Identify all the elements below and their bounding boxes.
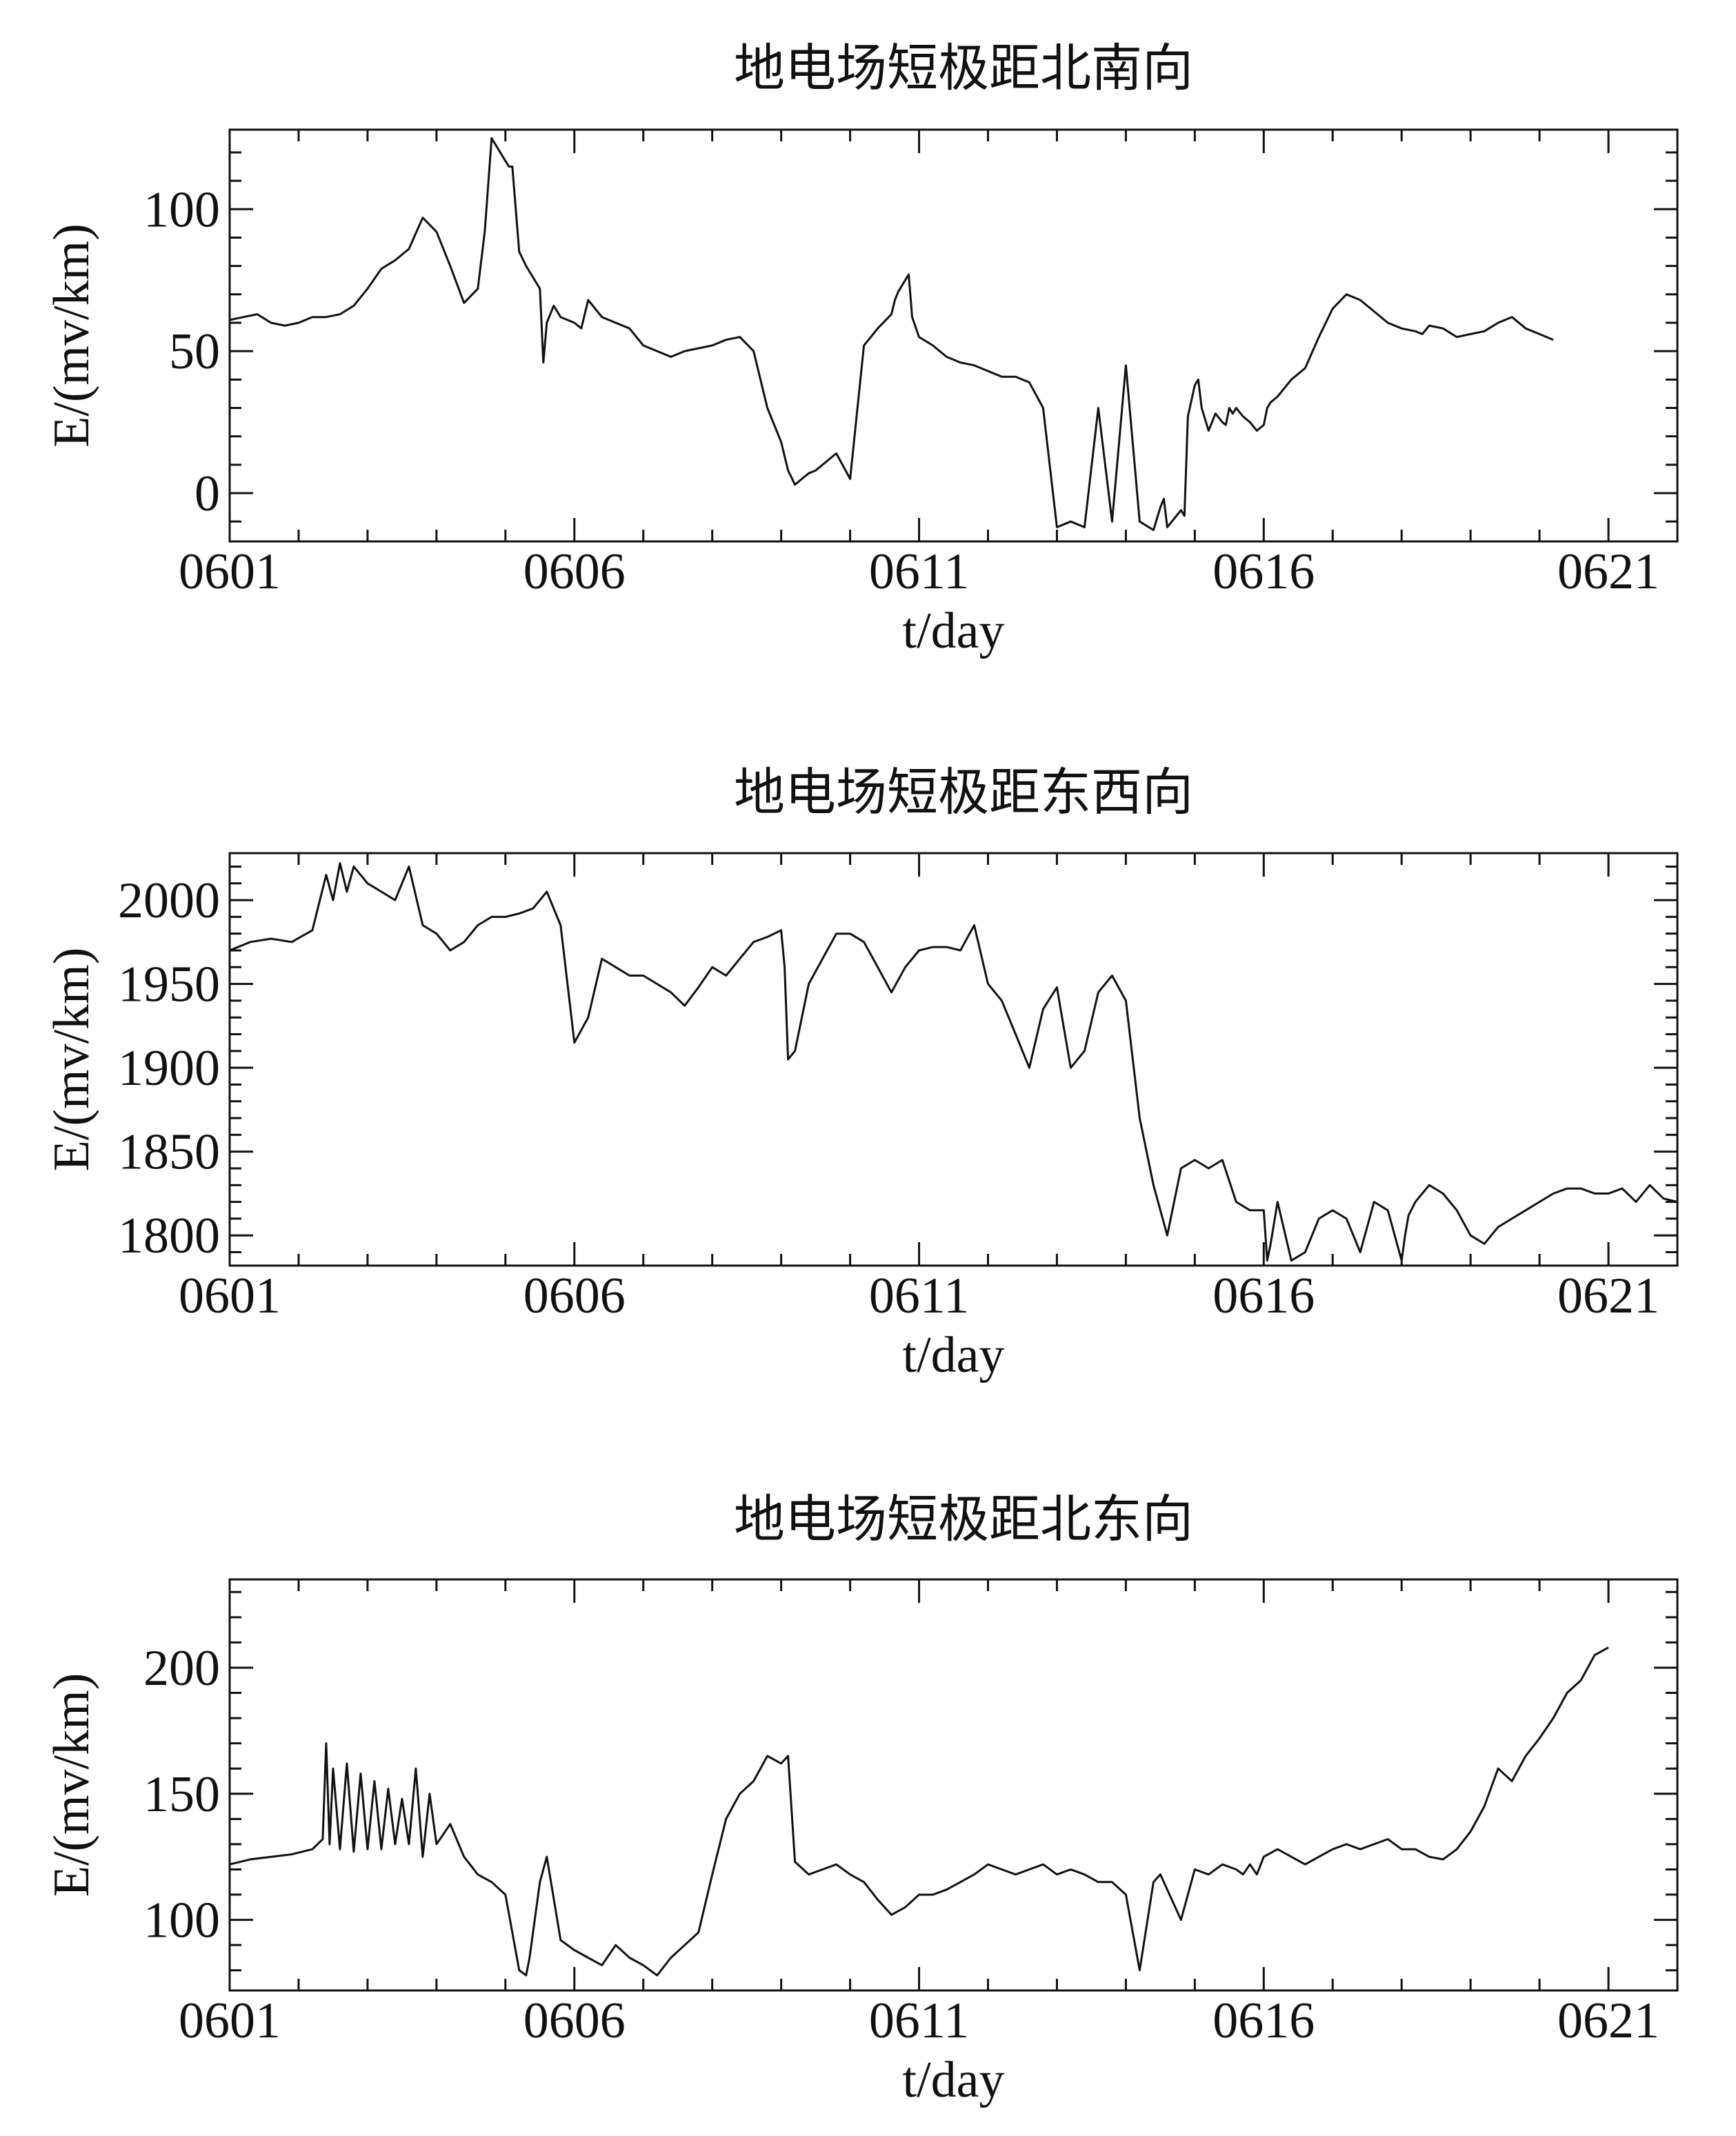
x-tick-label-east-west: 0621 (1557, 1268, 1659, 1324)
y-tick-label-east-west: 1950 (118, 957, 220, 1013)
y-tick-label-east-west: 1850 (118, 1124, 220, 1181)
x-tick-label-east-west: 0606 (523, 1268, 626, 1324)
plot-frame-east-west (228, 852, 1679, 1267)
y-tick-label-north-east: 150 (143, 1766, 220, 1823)
x-tick-label-east-west: 0611 (869, 1268, 969, 1324)
x-tick-label-north-east: 0616 (1213, 1993, 1315, 2049)
y-axis-label-north-south: E/(mv/km) (43, 223, 100, 448)
x-tick-label-north-east: 0611 (869, 1993, 969, 2049)
plot-frame-north-east (228, 1578, 1679, 1992)
panel-east-west: 地电场短极距东西向 0601 0606 0611 0616 0621 1800 1850 19… (43, 763, 1679, 1384)
y-tick-label-north-south: 100 (143, 181, 220, 238)
x-tick-label-east-west: 0616 (1213, 1268, 1315, 1324)
ticks-east-west: 0601 0606 0611 0616 0621 1800 1850 1900 1950 2000 (118, 853, 1679, 1324)
series-line-north-south (229, 137, 1554, 531)
y-tick-label-north-east: 200 (143, 1640, 220, 1697)
series-line-north-east (229, 1646, 1609, 1977)
y-tick-label-north-south: 0 (194, 466, 220, 522)
y-tick-label-east-west: 1900 (118, 1040, 220, 1097)
panel-title-north-south: 地电场短极距北南向 (734, 39, 1193, 98)
x-tick-label-north-south: 0601 (179, 543, 281, 600)
x-axis-label-north-east: t/day (903, 2052, 1005, 2108)
x-tick-label-north-east: 0601 (179, 1993, 281, 2049)
panel-title-east-west: 地电场短极距东西向 (734, 763, 1193, 822)
x-tick-label-north-east: 0621 (1557, 1993, 1659, 2049)
ticks-north-east: 0601 0606 0611 0616 0621 100 150 200 (143, 1579, 1679, 2049)
y-tick-label-east-west: 2000 (118, 872, 220, 929)
y-tick-label-east-west: 1800 (118, 1208, 220, 1264)
x-tick-label-north-south: 0616 (1213, 543, 1315, 600)
series-line-east-west (229, 862, 1678, 1262)
y-axis-label-east-west: E/(mv/km) (43, 948, 100, 1172)
y-tick-label-north-east: 100 (143, 1893, 220, 1949)
x-tick-label-north-south: 0606 (523, 543, 626, 600)
y-axis-label-north-east: E/(mv/km) (43, 1673, 100, 1897)
x-axis-label-east-west: t/day (903, 1327, 1005, 1384)
x-tick-label-north-south: 0621 (1557, 543, 1659, 600)
x-tick-label-east-west: 0601 (179, 1268, 281, 1324)
x-tick-label-north-south: 0611 (869, 543, 969, 600)
panel-north-south: 地电场短极距北南向 0601 0606 0611 0616 0621 0 50 100 E/(… (43, 39, 1679, 659)
panel-title-north-east: 地电场短极距北东向 (734, 1490, 1193, 1549)
ticks-north-south: 0601 0606 0611 0616 0621 0 50 100 (143, 130, 1679, 600)
x-tick-label-north-east: 0606 (523, 1993, 626, 2049)
plot-frame-north-south (228, 128, 1679, 543)
x-axis-label-north-south: t/day (903, 603, 1005, 659)
panel-north-east: 地电场短极距北东向 0601 0606 0611 0616 0621100150200 … (43, 1490, 1679, 2108)
y-tick-label-north-south: 50 (169, 323, 220, 380)
